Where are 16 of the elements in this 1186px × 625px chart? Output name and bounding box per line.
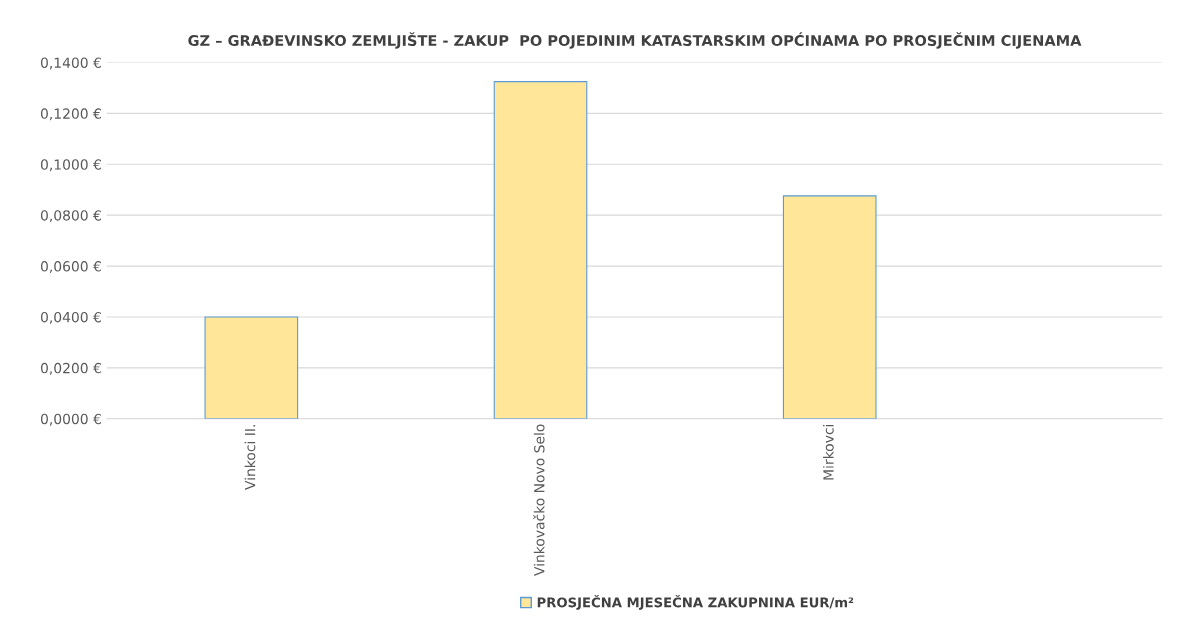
y-tick-label: 0,1000 € [40,159,101,172]
y-tick-label: 0,0800 € [40,210,101,223]
bar [493,81,588,419]
legend-label: PROSJEČNA MJESEČNA ZAKUPNINA EUR/m² [537,594,854,610]
y-tick-label: 0,0600 € [40,261,101,273]
chart-title: GZ – GRAĐEVINSKO ZEMLJIŠTE - ZAKUP PO POJEDINIM KATASTARSKIM OPĆINAMA PO PROSJEČNIM CIJENAMA [188,32,1082,49]
y-tick-label: 0,1400 € [40,57,101,70]
bar [782,195,877,419]
x-tick-label: Vinkovačko Novo Selo [533,424,545,576]
bar [204,316,299,419]
y-tick-label: 0,0200 € [40,362,101,375]
x-tick-label: Mirkovci [822,424,834,480]
y-tick-label: 0,0000 € [40,413,101,426]
y-tick-label: 0,1200 € [40,108,101,121]
x-tick-label: Vinkoci II. [244,425,256,490]
y-tick-label: 0,0400 € [40,311,101,324]
